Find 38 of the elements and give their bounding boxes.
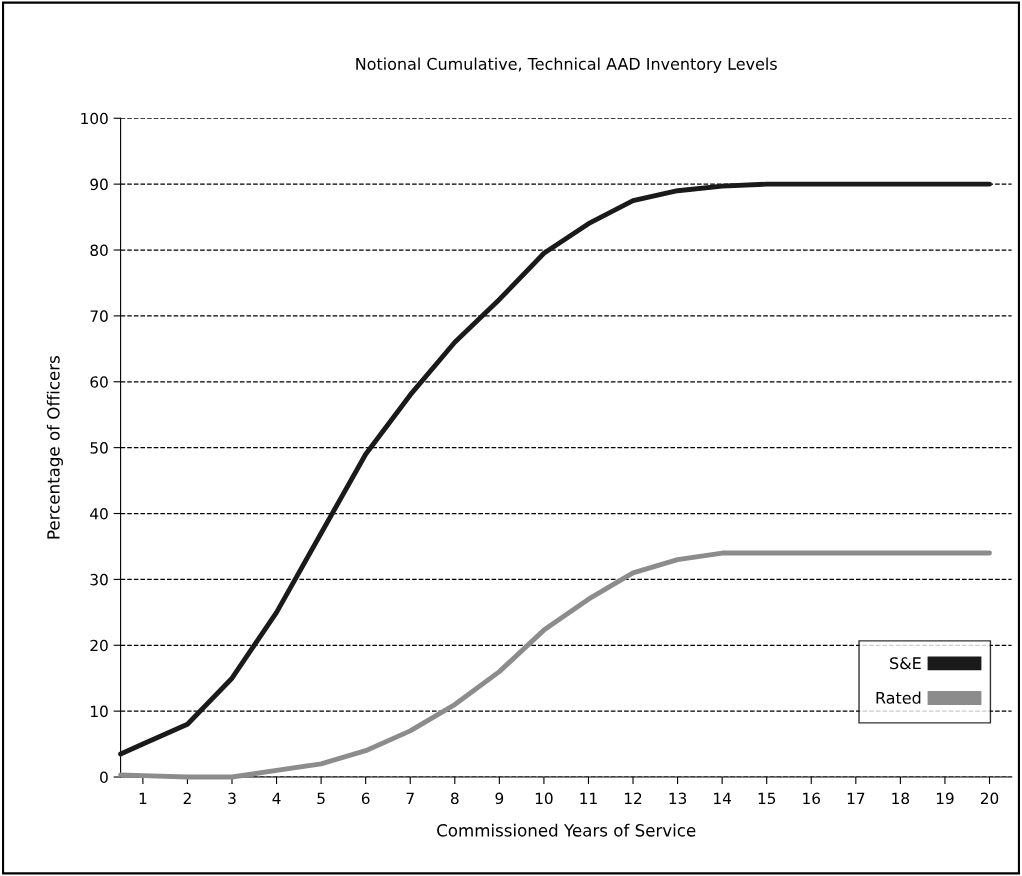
x-tick-label: 11 bbox=[580, 792, 597, 804]
x-tick-label: 18 bbox=[892, 792, 910, 805]
x-tick-label: 6 bbox=[361, 792, 370, 805]
y-tick-label: 100 bbox=[81, 112, 108, 125]
x-tick-label: 15 bbox=[758, 792, 776, 805]
x-tick-label: 8 bbox=[450, 792, 459, 805]
y-tick-label: 20 bbox=[90, 639, 108, 652]
line-series bbox=[118, 550, 992, 780]
x-tick-label: 4 bbox=[272, 792, 281, 804]
x-tick-label: 3 bbox=[228, 792, 236, 805]
x-tick-label: 16 bbox=[803, 792, 821, 805]
x-tick-label: 13 bbox=[669, 792, 687, 805]
line-series bbox=[118, 181, 992, 757]
y-tick-label: 90 bbox=[90, 178, 108, 191]
chart-title: Notional Cumulative, Technical AAD Inventory Levels bbox=[356, 57, 777, 73]
x-tick-label: 2 bbox=[183, 792, 191, 804]
x-tick-label: 17 bbox=[847, 792, 865, 804]
legend-label: Rated bbox=[876, 691, 921, 704]
x-tick-label: 7 bbox=[406, 792, 414, 804]
x-tick-label: 20 bbox=[980, 792, 999, 805]
y-tick-label: 60 bbox=[90, 376, 108, 388]
y-tick-label: 70 bbox=[90, 310, 108, 322]
x-tick-label: 19 bbox=[936, 792, 954, 805]
y-tick-label: 10 bbox=[91, 705, 108, 718]
x-tick-label: 14 bbox=[714, 792, 732, 804]
y-tick-label: 30 bbox=[90, 573, 108, 586]
x-tick-label: 5 bbox=[317, 792, 325, 805]
x-tick-label: 1 bbox=[139, 792, 147, 804]
x-tick-label: 9 bbox=[495, 792, 504, 805]
y-tick-label: 50 bbox=[90, 442, 108, 454]
y-tick-label: 0 bbox=[100, 771, 108, 784]
y-axis-title: Percentage of Officers bbox=[46, 356, 63, 539]
x-tick-label: 12 bbox=[624, 792, 642, 804]
y-tick-label: 80 bbox=[90, 244, 108, 257]
x-axis-title: Commissioned Years of Service bbox=[437, 823, 696, 837]
legend-label: S&E bbox=[890, 657, 921, 670]
x-tick-label: 10 bbox=[535, 792, 553, 805]
y-tick-label: 40 bbox=[90, 507, 108, 520]
